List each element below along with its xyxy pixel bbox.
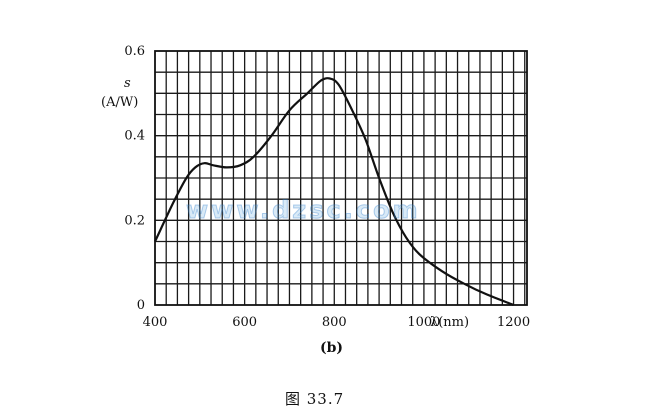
figure-caption: 图 33.7 — [285, 390, 345, 408]
y-tick-label: 0 — [137, 298, 145, 313]
x-tick-label: 1000 — [407, 315, 440, 330]
plot-frame — [154, 50, 528, 306]
y-axis-unit: (A/W) — [101, 95, 138, 110]
x-axis-label: λ(nm) — [430, 315, 469, 330]
subfigure-label: (b) — [320, 340, 344, 356]
x-tick-label: 400 — [143, 315, 168, 330]
tick-labels: 400 600 800 1000 1200 0 0.2 0.4 0.6 — [124, 44, 530, 330]
series-line — [154, 77, 515, 307]
x-tick-label: 800 — [322, 315, 347, 330]
series-layer — [154, 77, 515, 307]
grid — [155, 51, 527, 305]
x-tick-label: 1200 — [497, 315, 530, 330]
y-axis-symbol: s — [124, 76, 131, 91]
axes — [154, 50, 528, 306]
y-tick-label: 0.2 — [124, 213, 145, 228]
y-tick-label: 0.4 — [124, 129, 145, 144]
y-tick-label: 0.6 — [124, 44, 145, 59]
x-tick-label: 600 — [232, 315, 257, 330]
